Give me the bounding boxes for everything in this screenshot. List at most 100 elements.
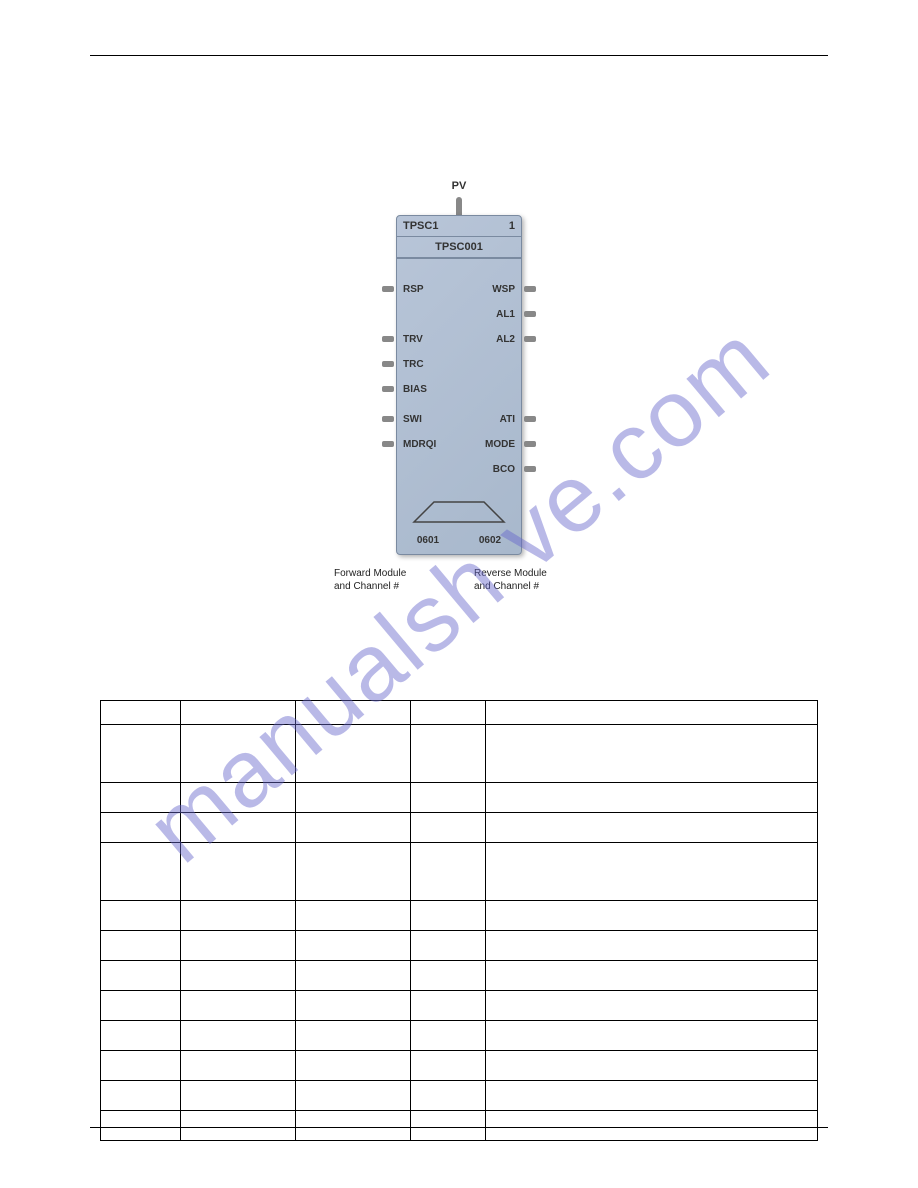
- table-row: [101, 1021, 818, 1051]
- table-cell: [101, 901, 181, 931]
- table-cell: [486, 843, 818, 901]
- header-right-label: 1: [509, 220, 515, 232]
- table-cell: [296, 843, 411, 901]
- table-cell: [296, 1021, 411, 1051]
- module-body: TPSC1 1 TPSC001 RSP WSP AL1 TRV AL2: [396, 215, 522, 555]
- pin-label-left: TRV: [403, 334, 423, 345]
- table-header-cell: [181, 701, 296, 725]
- table-cell: [101, 1111, 181, 1141]
- table-cell: [101, 1081, 181, 1111]
- table-cell: [486, 1021, 818, 1051]
- table-cell: [411, 1111, 486, 1141]
- table-cell: [486, 901, 818, 931]
- table-cell: [296, 931, 411, 961]
- table-cell: [411, 1051, 486, 1081]
- pin-stub: [524, 441, 536, 447]
- table-row: [101, 1111, 818, 1141]
- table-row: [101, 725, 818, 783]
- pin-label-left: BIAS: [403, 384, 427, 395]
- table-row: [101, 843, 818, 901]
- table-cell: [296, 725, 411, 783]
- pin-row: BCO: [397, 459, 521, 479]
- caption-line: Forward Module: [334, 568, 406, 579]
- table-cell: [486, 1051, 818, 1081]
- table-header-cell: [101, 701, 181, 725]
- table-row: [101, 931, 818, 961]
- table-cell: [181, 991, 296, 1021]
- table-cell: [101, 1051, 181, 1081]
- pin-label-right: AL2: [496, 334, 515, 345]
- table-cell: [486, 1111, 818, 1141]
- pin-stub: [382, 336, 394, 342]
- table-cell: [411, 991, 486, 1021]
- pin-row: AL1: [397, 304, 521, 324]
- table-cell: [181, 931, 296, 961]
- pin-stub: [524, 416, 536, 422]
- pin-row: SWI ATI: [397, 409, 521, 429]
- table-cell: [486, 1081, 818, 1111]
- pin-label-left: TRC: [403, 359, 424, 370]
- pin-label-left: SWI: [403, 414, 422, 425]
- pin-stub: [382, 386, 394, 392]
- header-left-label: TPSC1: [403, 220, 438, 232]
- pin-stub: [524, 311, 536, 317]
- table-cell: [101, 843, 181, 901]
- table-cell: [411, 813, 486, 843]
- table-cell: [101, 961, 181, 991]
- pin-stub: [382, 361, 394, 367]
- table-cell: [296, 991, 411, 1021]
- table-cell: [411, 901, 486, 931]
- pin-stub: [524, 286, 536, 292]
- table-cell: [486, 813, 818, 843]
- table-cell: [181, 1051, 296, 1081]
- table-cell: [181, 961, 296, 991]
- page-top-rule: [90, 55, 828, 56]
- pv-pin: [456, 197, 462, 215]
- table-header-cell: [296, 701, 411, 725]
- table-cell: [411, 931, 486, 961]
- table-row: [101, 783, 818, 813]
- caption-line: and Channel #: [334, 581, 399, 592]
- table-cell: [181, 725, 296, 783]
- pin-area: RSP WSP AL1 TRV AL2 TRC BIAS: [397, 259, 521, 519]
- pin-row: TRC: [397, 354, 521, 374]
- table-cell: [411, 783, 486, 813]
- pin-label-right: MODE: [485, 439, 515, 450]
- table-row: [101, 1081, 818, 1111]
- pin-stub: [524, 466, 536, 472]
- table-header-row: [101, 701, 818, 725]
- caption-line: Reverse Module: [474, 568, 547, 579]
- table-row: [101, 901, 818, 931]
- table-cell: [181, 1081, 296, 1111]
- table-row: [101, 813, 818, 843]
- pin-stub: [382, 441, 394, 447]
- pin-stub: [382, 286, 394, 292]
- table-cell: [296, 961, 411, 991]
- table-cell: [411, 961, 486, 991]
- table-cell: [486, 961, 818, 991]
- table-cell: [101, 813, 181, 843]
- module-subheader: TPSC001: [397, 237, 521, 259]
- parameter-table: [100, 700, 818, 1141]
- table-cell: [101, 783, 181, 813]
- table-cell: [181, 1021, 296, 1051]
- caption-reverse: Reverse Module and Channel #: [474, 567, 579, 593]
- table-row: [101, 961, 818, 991]
- caption-forward: Forward Module and Channel #: [334, 567, 439, 593]
- pin-row: RSP WSP: [397, 279, 521, 299]
- pv-label: PV: [452, 180, 467, 192]
- module-header: TPSC1 1: [397, 216, 521, 237]
- table-cell: [296, 1051, 411, 1081]
- table-row: [101, 1051, 818, 1081]
- table-cell: [486, 725, 818, 783]
- table-cell: [101, 931, 181, 961]
- pin-row: BIAS: [397, 379, 521, 399]
- trapezoid-icon: [409, 500, 509, 524]
- table-cell: [101, 1021, 181, 1051]
- table-cell: [411, 725, 486, 783]
- pin-label-right: WSP: [492, 284, 515, 295]
- table-cell: [101, 725, 181, 783]
- pin-label-right: ATI: [500, 414, 515, 425]
- table-cell: [486, 783, 818, 813]
- pin-label-left: MDRQI: [403, 439, 436, 450]
